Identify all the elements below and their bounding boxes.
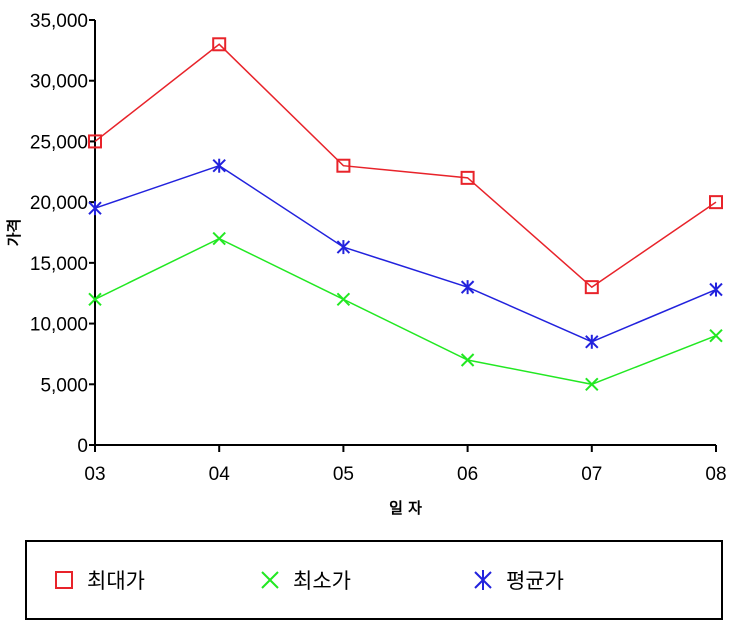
data-point (460, 353, 475, 367)
x-tick-label: 04 (209, 464, 231, 485)
chart-axes: 0 5,000 10,000 15,000 20,000 25,000 30,000 35,0… (30, 11, 727, 485)
y-tick-label: 0 (77, 436, 88, 457)
y-tick-label: 30,000 (30, 72, 88, 93)
x-tick-label: 06 (457, 464, 478, 485)
data-point (709, 195, 723, 210)
y-tick-label: 10,000 (30, 315, 88, 336)
legend-item-avg: 평균가 (472, 542, 564, 618)
data-point (88, 292, 102, 306)
data-point (212, 231, 226, 246)
series-0 (88, 37, 723, 295)
legend-label-max: 최대가 (87, 569, 145, 593)
x-tick-label: 03 (84, 464, 105, 485)
data-point (709, 282, 723, 297)
data-point (585, 377, 599, 391)
data-point (709, 329, 723, 343)
data-point (212, 158, 226, 173)
x-tick-label: 08 (705, 464, 726, 485)
y-tick-label: 5,000 (40, 375, 88, 396)
legend-item-max: 최대가 (53, 542, 145, 618)
data-point (460, 280, 475, 295)
series-line (94, 237, 717, 386)
legend-square-marker-icon (55, 571, 73, 589)
legend-label-min: 최소가 (293, 569, 351, 593)
legend-label-avg: 평균가 (506, 569, 564, 593)
data-point (460, 170, 475, 185)
legend-x-marker-icon (261, 571, 279, 589)
line-chart: 0 5,000 10,000 15,000 20,000 25,000 30,000 35,0… (5, 11, 727, 517)
y-tick-label: 35,000 (30, 11, 88, 32)
data-point (88, 134, 102, 149)
series-line (94, 164, 717, 343)
chart-series (88, 37, 723, 391)
legend-asterisk-marker-icon (474, 570, 492, 590)
series-2 (88, 158, 723, 349)
x-tick-label: 07 (581, 464, 602, 485)
series-1 (88, 231, 723, 391)
data-point (585, 334, 599, 349)
legend: 최대가 최소가 평균가 (25, 540, 723, 620)
legend-item-min: 최소가 (259, 542, 351, 618)
x-tick-label: 05 (333, 464, 354, 485)
series-line (94, 43, 717, 289)
data-point (336, 240, 351, 255)
y-tick-label: 15,000 (30, 254, 88, 275)
x-axis-label: 일 자 (389, 499, 422, 517)
y-axis-label: 가격 (5, 219, 23, 247)
data-point (336, 292, 351, 306)
y-tick-label: 20,000 (30, 193, 88, 214)
data-point (584, 280, 599, 295)
data-point (336, 158, 351, 173)
data-point (88, 201, 102, 216)
y-tick-label: 25,000 (30, 132, 88, 153)
data-point (212, 37, 227, 52)
